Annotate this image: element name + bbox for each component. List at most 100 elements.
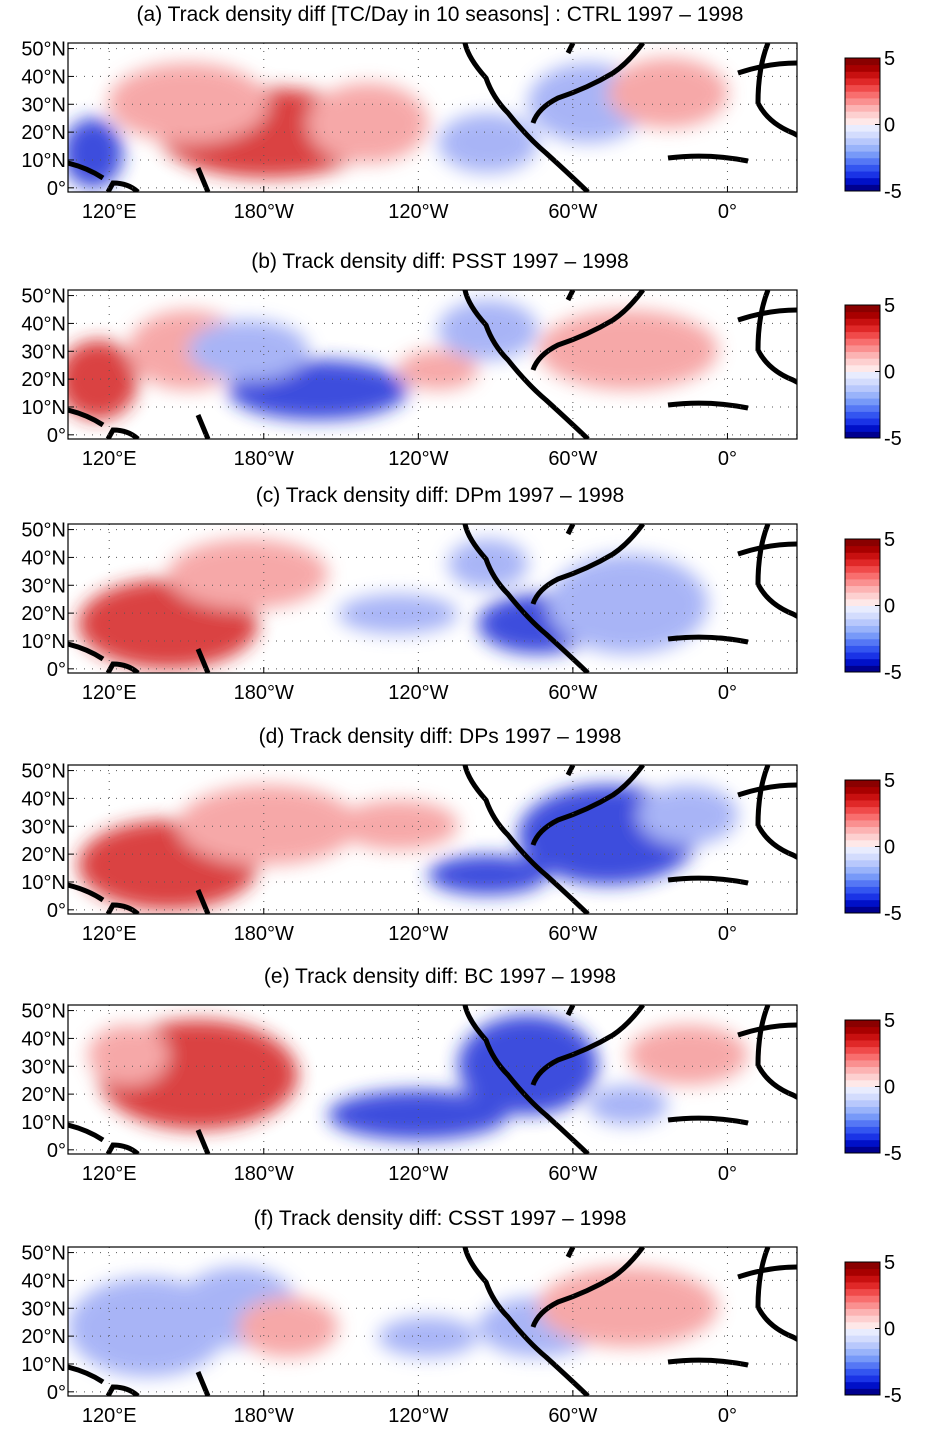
colorbar-step <box>845 318 880 326</box>
colorbar-step <box>845 418 880 426</box>
density-region <box>68 340 138 420</box>
x-tick-label: 120°E <box>82 923 137 945</box>
map-frame <box>67 42 798 193</box>
y-tick-label: 10°N <box>21 631 66 653</box>
x-tick-label: 180°W <box>234 1405 294 1427</box>
colorbar-step <box>845 899 880 907</box>
colorbar-step <box>845 1073 880 1081</box>
colorbar-step <box>845 886 880 894</box>
density-blobs <box>78 539 708 669</box>
y-tick-label: 30°N <box>21 1056 66 1078</box>
colorbar-step <box>845 873 880 881</box>
density-region <box>308 83 428 163</box>
colorbar-tick-label: 5 <box>884 1252 895 1274</box>
density-region <box>438 113 538 173</box>
colorbar-step <box>845 645 880 653</box>
colorbar-step <box>845 585 880 593</box>
x-tick-label: 60°W <box>548 923 597 945</box>
colorbar-step <box>845 1262 880 1270</box>
colorbar-step <box>845 1066 880 1074</box>
coastline <box>68 1005 797 1154</box>
colorbar-step <box>845 71 880 79</box>
colorbar-step <box>845 1301 880 1310</box>
colorbar-step <box>845 632 880 640</box>
y-tick-label: 30°N <box>21 575 66 597</box>
colorbar-step <box>845 1119 880 1127</box>
colorbar-step <box>845 799 880 808</box>
density-region <box>328 1090 508 1140</box>
y-tick-label: 10°N <box>21 397 66 419</box>
x-tick-label: 120°E <box>82 448 137 470</box>
density-region <box>108 63 268 143</box>
colorbar-tick-label: 0 <box>884 837 895 859</box>
colorbar-step <box>845 1026 880 1034</box>
colorbar-step <box>845 1146 880 1154</box>
density-region <box>338 800 458 850</box>
colorbar-step <box>845 177 880 185</box>
colorbar-step <box>845 853 880 861</box>
colorbar-step <box>845 846 880 854</box>
colorbar-step <box>845 1368 880 1376</box>
colorbar-step <box>845 839 880 847</box>
colorbar-step <box>845 1361 880 1369</box>
colorbar-step <box>845 91 880 99</box>
colorbar-step <box>845 1079 880 1087</box>
colorbar-step <box>845 1099 880 1107</box>
colorbar-tick-label: 0 <box>884 115 895 137</box>
colorbar-tick-label: -5 <box>884 903 902 925</box>
x-tick-label: 120°E <box>82 682 137 704</box>
map-frame <box>67 764 798 915</box>
colorbar-step <box>845 1275 880 1283</box>
coastline <box>68 765 797 914</box>
map-panel: 0° 10°N 20°N 30°N 40°N 50°N 120°E 180°W 120°W 60°… <box>21 520 798 704</box>
y-tick-label: 0° <box>47 1382 66 1404</box>
colorbar-step <box>845 1328 880 1336</box>
colorbar-step <box>845 1053 880 1061</box>
x-tick-label: 180°W <box>234 923 294 945</box>
x-tick-label: 60°W <box>548 448 597 470</box>
panel-title: (c) Track density diff: DPm 1997 – 1998 <box>256 484 624 507</box>
colorbar-step <box>845 813 880 821</box>
colorbar-step <box>845 1321 880 1329</box>
colorbar-step <box>845 1093 880 1101</box>
colorbar-step <box>845 364 880 372</box>
colorbar-step <box>845 1295 880 1303</box>
y-tick-label: 0° <box>47 1140 66 1162</box>
x-tick-label: 180°W <box>234 201 294 223</box>
colorbar-step <box>845 391 880 399</box>
colorbar-step <box>845 351 880 359</box>
y-tick-label: 40°N <box>21 1028 66 1050</box>
density-region <box>428 855 548 895</box>
density-region <box>638 785 738 845</box>
x-tick-label: 120°W <box>388 682 448 704</box>
colorbar-step <box>845 1268 880 1276</box>
colorbar-step <box>845 806 880 814</box>
x-tick-label: 60°W <box>548 682 597 704</box>
density-region <box>538 1267 718 1347</box>
colorbar-step <box>845 305 880 313</box>
colorbar-step <box>845 879 880 887</box>
map-frame <box>67 1004 798 1155</box>
colorbar-step <box>845 1113 880 1121</box>
y-tick-label: 20°N <box>21 122 66 144</box>
density-region <box>588 1085 668 1125</box>
colorbar-step <box>845 539 880 547</box>
x-tick-label: 180°W <box>234 448 294 470</box>
map-panel: 0° 10°N 20°N 30°N 40°N 50°N 120°E 180°W 120°W 60°… <box>21 1001 798 1185</box>
colorbar-step <box>845 1355 880 1363</box>
y-tick-label: 30°N <box>21 816 66 838</box>
colorbar-step <box>845 358 880 366</box>
colorbar-step <box>845 1388 880 1396</box>
colorbar-step <box>845 157 880 165</box>
map-frame <box>67 1246 798 1397</box>
colorbar-step <box>845 1341 880 1349</box>
colorbar-step <box>845 104 880 112</box>
density-region <box>378 1317 478 1357</box>
colorbar-step <box>845 1375 880 1383</box>
colorbar-step <box>845 311 880 319</box>
map-panel: 0° 10°N 20°N 30°N 40°N 50°N 120°E 180°W 120°W 60°… <box>21 1243 798 1427</box>
colorbar-step <box>845 371 880 379</box>
density-field <box>68 1247 797 1396</box>
colorbar-tick-label: -5 <box>884 662 902 684</box>
colorbar-step <box>845 171 880 179</box>
